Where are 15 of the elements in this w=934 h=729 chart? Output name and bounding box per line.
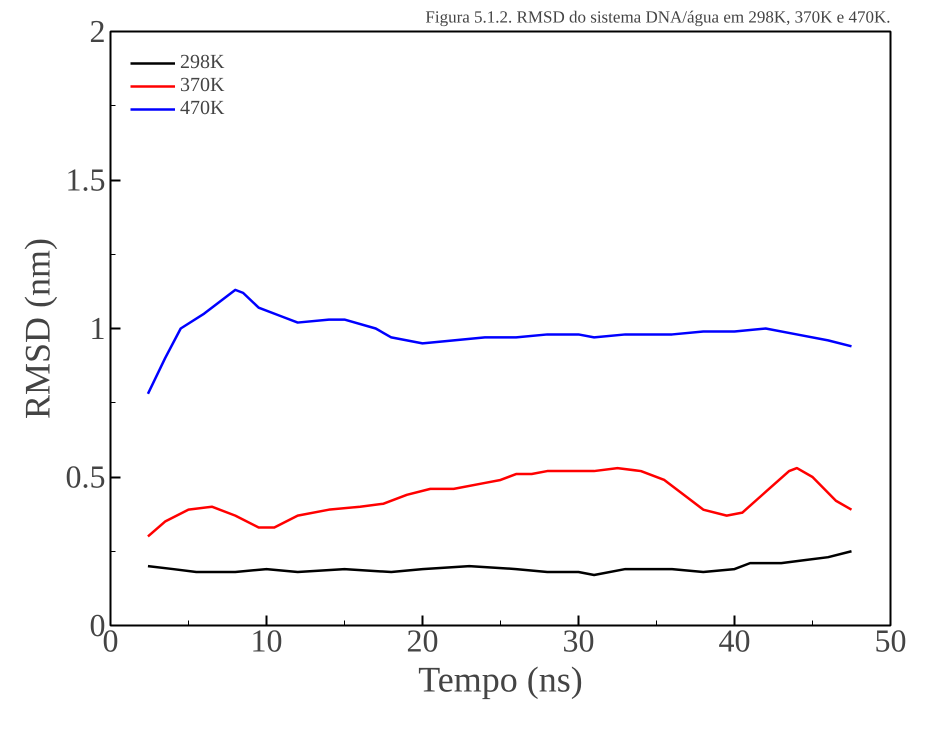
y-tick-label: 2	[90, 13, 106, 49]
legend-label: 298K	[180, 51, 224, 74]
y-axis-title: RMSD (nm)	[18, 238, 58, 420]
y-tick-label: 1	[90, 310, 106, 346]
legend-label: 370K	[180, 74, 224, 97]
x-tick-label: 40	[718, 622, 750, 658]
chart-title: Figura 5.1.2. RMSD do sistema DNA/água em 298K, 370K e 470K.	[425, 8, 891, 26]
x-tick-label: 50	[874, 622, 906, 658]
x-tick-label: 20	[406, 622, 438, 658]
x-axis-title: Tempo (ns)	[418, 660, 583, 700]
y-tick-label: 0.5	[66, 458, 106, 494]
x-tick-label: 30	[562, 622, 594, 658]
legend-label: 470K	[180, 97, 224, 120]
y-tick-label: 1.5	[66, 162, 106, 198]
x-tick-label: 10	[250, 622, 282, 658]
